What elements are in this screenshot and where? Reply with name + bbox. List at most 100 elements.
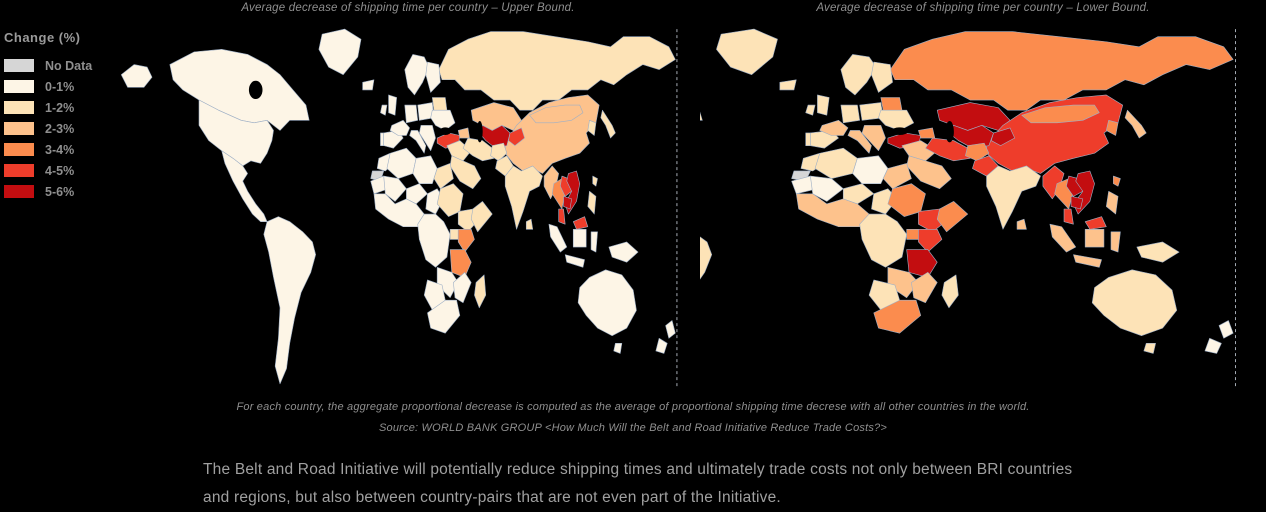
region-greenland: [319, 29, 361, 75]
region-canada: [170, 49, 309, 130]
region-libya: [853, 156, 888, 184]
map-title-lower-bound: Average decrease of shipping time per co…: [816, 2, 1150, 14]
region-france: [390, 120, 409, 135]
region-scandinavia: [405, 54, 429, 95]
region-new_guinea: [1137, 242, 1179, 262]
figure-source: Source: WORLD BANK GROUP <How Much Will …: [378, 422, 887, 434]
region-caucasus: [918, 128, 934, 138]
region-borneo_malaysia: [573, 217, 588, 230]
region-algeria: [815, 148, 857, 178]
region-australia: [1092, 270, 1177, 336]
region-korea: [588, 120, 596, 135]
sea-overlay: [476, 121, 483, 143]
region-niger: [843, 184, 874, 204]
region-taiwan: [1113, 176, 1120, 186]
region-iceland: [363, 80, 374, 90]
region-egypt: [883, 163, 911, 188]
region-uk: [389, 95, 397, 115]
region-afghanistan: [965, 143, 988, 161]
region-kyrgyz_tajik: [508, 128, 524, 146]
legend-item-5-6: 5-6%: [4, 181, 92, 202]
region-ukraine: [878, 110, 913, 130]
region-japan: [601, 110, 616, 138]
region-south_africa: [874, 300, 921, 333]
region-mongolia: [530, 105, 583, 123]
region-saudi: [907, 156, 952, 189]
legend-item-0-1: 0-1%: [4, 76, 92, 97]
figure-note: For each country, the aggregate proporti…: [236, 401, 1030, 413]
region-russia: [890, 32, 1233, 111]
sea-overlay: [945, 121, 954, 143]
region-germany: [841, 105, 860, 123]
region-uganda: [907, 229, 919, 239]
choropleth-map-upper-bound: [118, 24, 698, 394]
region-indonesia_sumatra: [549, 224, 567, 252]
region-ireland: [806, 105, 815, 115]
region-mongolia: [1022, 105, 1100, 123]
region-new_guinea: [609, 242, 638, 262]
region-tanzania: [450, 250, 471, 278]
region-caucasus: [458, 128, 469, 138]
region-kenya: [458, 229, 474, 252]
region-ukraine: [431, 110, 455, 130]
sea-overlay: [248, 80, 263, 100]
region-madagascar: [474, 275, 485, 308]
region-canada: [700, 49, 702, 130]
region-kazakhstan: [937, 103, 1010, 131]
region-philippines: [588, 191, 596, 214]
sea-overlay: [439, 127, 452, 135]
region-nz_north: [1219, 321, 1233, 339]
region-nz_south: [1205, 338, 1221, 353]
summary-text-line2: and regions, but also between country-pa…: [203, 489, 781, 506]
region-finland: [871, 62, 892, 92]
region-saudi: [450, 156, 481, 189]
region-malaysia_pen: [1064, 209, 1073, 224]
region-mali: [384, 176, 407, 201]
region-russia: [439, 32, 676, 111]
region-egypt: [434, 163, 453, 188]
region-kyrgyz_tajik: [991, 128, 1014, 146]
region-libya: [413, 156, 437, 184]
region-sulawesi: [1111, 232, 1120, 252]
region-greenland: [716, 29, 777, 75]
region-italy: [410, 130, 426, 153]
region-portugal: [380, 133, 383, 146]
region-mali: [810, 176, 843, 201]
region-belarus: [432, 97, 447, 110]
region-algeria: [387, 148, 416, 178]
region-cambodia: [1071, 196, 1083, 209]
region-usa: [199, 100, 274, 166]
region-korea: [1106, 120, 1118, 135]
region-balkans: [862, 125, 885, 150]
region-somalia: [937, 201, 968, 231]
region-indonesia_sumatra: [1050, 224, 1076, 252]
region-central_africa: [418, 214, 450, 267]
region-central_africa: [860, 214, 907, 267]
region-south_america: [264, 217, 316, 384]
region-madagascar: [942, 275, 958, 308]
region-nz_south: [656, 338, 667, 353]
region-japan: [1125, 110, 1146, 138]
region-kazakhstan: [471, 103, 521, 131]
region-sri_lanka: [526, 219, 532, 229]
region-mexico_centam: [222, 151, 267, 222]
region-tanzania: [907, 250, 938, 278]
region-south_america: [700, 217, 712, 384]
region-kenya: [918, 229, 941, 252]
region-malaysia_pen: [559, 209, 565, 224]
region-indonesia_java: [565, 255, 584, 268]
map-title-upper-bound: Average decrease of shipping time per co…: [241, 2, 575, 14]
region-iceland: [780, 80, 796, 90]
legend-swatch: [4, 164, 34, 177]
choropleth-map-lower-bound: [700, 24, 1266, 394]
region-borneo_indonesia: [573, 229, 586, 247]
region-portugal: [806, 133, 811, 146]
legend-title: Change (%): [4, 30, 81, 45]
region-niger: [406, 184, 427, 204]
region-balkans: [419, 125, 435, 150]
legend: Change (%) No Data 0-1% 1-2% 2-3% 3-4% 4…: [4, 30, 92, 202]
sea-overlay: [891, 127, 909, 135]
region-ireland: [380, 105, 386, 115]
legend-swatch: [4, 143, 34, 156]
